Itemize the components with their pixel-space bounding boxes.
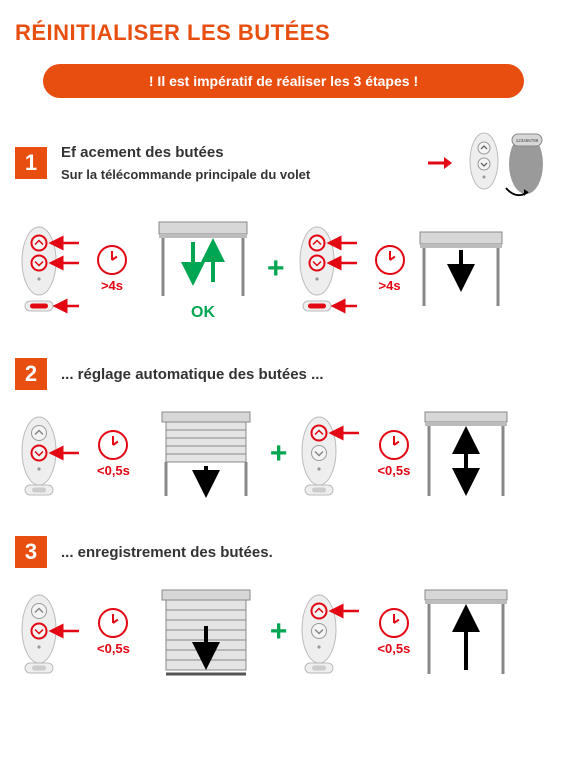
shutter-icon bbox=[156, 586, 256, 678]
clock-icon: >4s bbox=[97, 245, 127, 293]
clock-icon: <0,5s bbox=[377, 608, 410, 656]
clock-label: <0,5s bbox=[97, 463, 130, 478]
clock-label: >4s bbox=[379, 278, 401, 293]
step-1: 1 Ef acement des butées Sur la télécomma… bbox=[15, 128, 552, 322]
step-number: 2 bbox=[15, 358, 47, 390]
warning-banner: ! Il est impératif de réaliser les 3 éta… bbox=[43, 64, 524, 98]
arrow-right-icon bbox=[426, 150, 454, 176]
shutter-icon bbox=[411, 226, 511, 312]
step-title: ... enregistrement des butées. bbox=[61, 544, 273, 561]
clock-icon: <0,5s bbox=[97, 430, 130, 478]
shutter-icon: OK bbox=[153, 216, 253, 322]
clock-icon: >4s bbox=[375, 245, 405, 293]
step-number: 1 bbox=[15, 147, 47, 179]
step-3: 3 ... enregistrement des butées. <0,5s bbox=[15, 536, 552, 678]
clock-label: >4s bbox=[101, 278, 123, 293]
step-2: 2 ... réglage automatique des butées ...… bbox=[15, 358, 552, 500]
clock-icon: <0,5s bbox=[377, 430, 410, 478]
remote-icon bbox=[293, 221, 371, 317]
plus-icon: + bbox=[267, 252, 285, 286]
serial-label: 123456789 bbox=[516, 138, 539, 143]
remote-icon bbox=[295, 411, 373, 497]
remote-icon bbox=[15, 589, 93, 675]
plus-icon: + bbox=[270, 615, 288, 649]
clock-label: <0,5s bbox=[97, 641, 130, 656]
page-title: RÉINITIALISER LES BUTÉES bbox=[15, 20, 552, 46]
remote-icon bbox=[295, 589, 373, 675]
plus-icon: + bbox=[270, 437, 288, 471]
step-subtitle: Sur la télécommande principale du volet bbox=[61, 167, 422, 182]
remote-icon bbox=[15, 411, 93, 497]
clock-label: <0,5s bbox=[377, 463, 410, 478]
shutter-icon bbox=[416, 586, 516, 678]
step-title: Ef acement des butées bbox=[61, 144, 422, 161]
ok-label: OK bbox=[191, 304, 215, 322]
remote-icon bbox=[15, 221, 93, 317]
clock-icon: <0,5s bbox=[97, 608, 130, 656]
shutter-icon bbox=[416, 408, 516, 500]
remote-serial-icon: 123456789 bbox=[464, 128, 552, 198]
step-title: ... réglage automatique des butées ... bbox=[61, 366, 324, 383]
shutter-icon bbox=[156, 408, 256, 500]
step-number: 3 bbox=[15, 536, 47, 568]
clock-label: <0,5s bbox=[377, 641, 410, 656]
